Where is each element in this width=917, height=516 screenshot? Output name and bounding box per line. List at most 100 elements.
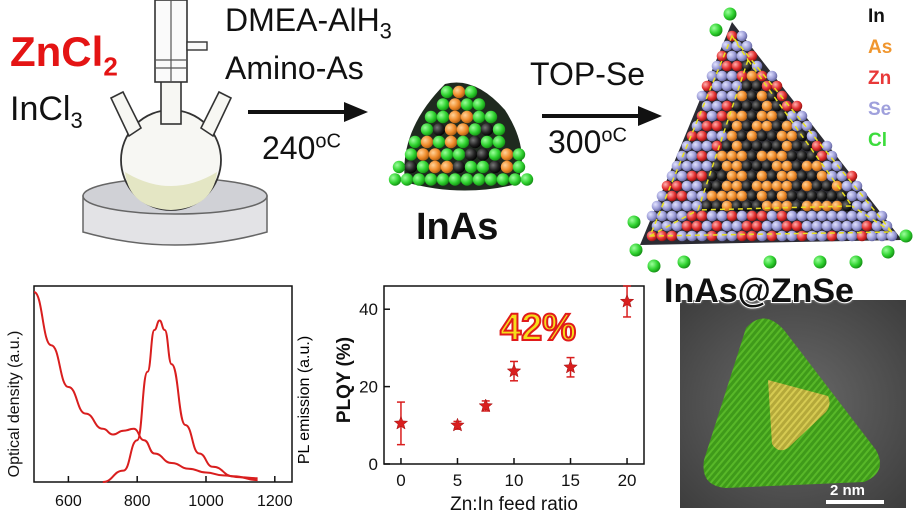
atom-sphere — [751, 120, 763, 132]
atom-sphere — [781, 200, 793, 212]
atom-sphere — [731, 60, 743, 72]
atom-sphere — [736, 170, 748, 182]
atom-sphere — [751, 140, 763, 152]
spectra-x-tick-label: 1200 — [257, 493, 293, 510]
atom-sphere — [480, 135, 494, 149]
reagent-zncl2-text: ZnCl — [10, 28, 104, 75]
atom-sphere — [756, 190, 768, 202]
legend-item-zn: Zn — [868, 68, 892, 89]
atom-sphere — [786, 130, 798, 142]
atom-sphere — [696, 230, 708, 242]
atom-sphere — [671, 220, 683, 232]
plqy-point — [506, 363, 522, 378]
atom-sphere — [424, 110, 438, 124]
atom-sphere — [796, 230, 808, 242]
atom-sphere — [711, 80, 723, 92]
atom-sphere — [476, 148, 490, 161]
atom-sphere — [404, 148, 418, 161]
atom-sphere — [686, 130, 698, 142]
atom-sphere — [876, 230, 888, 242]
atom-sphere — [656, 190, 668, 202]
element-legend: In As Zn Se Cl — [868, 6, 916, 161]
spectra-x-tick-label: 800 — [124, 493, 151, 510]
plqy-x-tick-label: 20 — [618, 471, 637, 490]
atom-sphere — [756, 150, 768, 162]
atom-sphere — [440, 160, 454, 174]
atom-sphere — [796, 210, 808, 222]
atom-sphere — [751, 100, 763, 112]
step1-temperature: 240oC — [262, 130, 341, 167]
atom-sphere — [716, 210, 728, 222]
atom-sphere — [480, 123, 494, 136]
spectra-x-tick-label: 600 — [55, 493, 82, 510]
reagent-zncl2-sub: 2 — [103, 51, 118, 82]
atom-sphere — [452, 85, 466, 99]
plqy-point — [450, 417, 465, 432]
atom-sphere — [691, 180, 703, 192]
atom-sphere — [751, 220, 763, 232]
atom-sphere — [432, 135, 446, 149]
atom-sphere — [761, 100, 773, 112]
atom-sphere — [696, 90, 708, 102]
atom-sphere — [776, 230, 788, 242]
atom-sphere — [420, 123, 434, 136]
atom-sphere — [716, 150, 728, 162]
tem-image-graphic — [680, 300, 906, 508]
atom-sphere — [761, 140, 773, 152]
atom-sphere — [756, 70, 768, 82]
atom-sphere — [806, 210, 818, 222]
spectra-ylabel-left: Optical density (a.u.) — [6, 331, 23, 478]
atom-sphere — [512, 160, 526, 174]
atom-sphere — [776, 190, 788, 202]
cl-atom-sphere — [723, 7, 737, 21]
atom-sphere — [761, 220, 773, 232]
atom-sphere — [826, 210, 838, 222]
atom-sphere — [821, 140, 833, 152]
atom-sphere — [766, 70, 778, 82]
plqy-chart: PLQY (%) 0 5 10 15 20 0 20 40 42% Zn:In feed ra… — [334, 285, 645, 515]
atom-sphere — [801, 140, 813, 152]
plqy-highlight: 42% — [500, 307, 576, 349]
atom-sphere — [741, 100, 753, 112]
atom-sphere — [836, 210, 848, 222]
atom-sphere — [711, 200, 723, 212]
tem-scale-bar-label: 2 nm — [830, 482, 866, 499]
atom-sphere — [706, 170, 718, 182]
atom-sphere — [806, 130, 818, 142]
atom-sphere — [846, 190, 858, 202]
atom-sphere — [432, 123, 446, 136]
atom-sphere — [691, 160, 703, 172]
step1-reagent-alh3: DMEA-AlH3 — [225, 2, 392, 44]
atom-sphere — [460, 173, 474, 186]
atom-sphere — [500, 160, 514, 174]
cl-atom-sphere — [849, 255, 863, 269]
atom-sphere — [746, 150, 758, 162]
step2-reagent-top-se: TOP-Se — [530, 56, 645, 92]
atom-sphere — [806, 230, 818, 242]
inas-nanoparticle — [388, 82, 534, 191]
atom-sphere — [731, 80, 743, 92]
atom-sphere — [736, 150, 748, 162]
plqy-xlabel: Zn:In feed ratio — [450, 494, 578, 515]
atom-sphere — [448, 98, 462, 111]
atom-sphere — [831, 220, 843, 232]
atom-sphere — [731, 40, 743, 52]
atom-sphere — [726, 190, 738, 202]
atom-sphere — [444, 123, 458, 136]
atom-sphere — [696, 210, 708, 222]
atom-sphere — [741, 200, 753, 212]
atom-sphere — [420, 135, 434, 149]
atom-sphere — [676, 170, 688, 182]
atom-sphere — [436, 110, 450, 124]
plqy-point — [563, 359, 578, 374]
atom-sphere — [726, 230, 738, 242]
atom-sphere — [721, 100, 733, 112]
atom-sphere — [811, 140, 823, 152]
atom-sphere — [508, 173, 522, 186]
atom-sphere — [701, 120, 713, 132]
cl-atom-sphere — [627, 215, 641, 229]
atom-sphere — [736, 50, 748, 62]
atom-sphere — [726, 130, 738, 142]
inas-znse-structure — [627, 7, 913, 273]
atom-sphere — [771, 140, 783, 152]
